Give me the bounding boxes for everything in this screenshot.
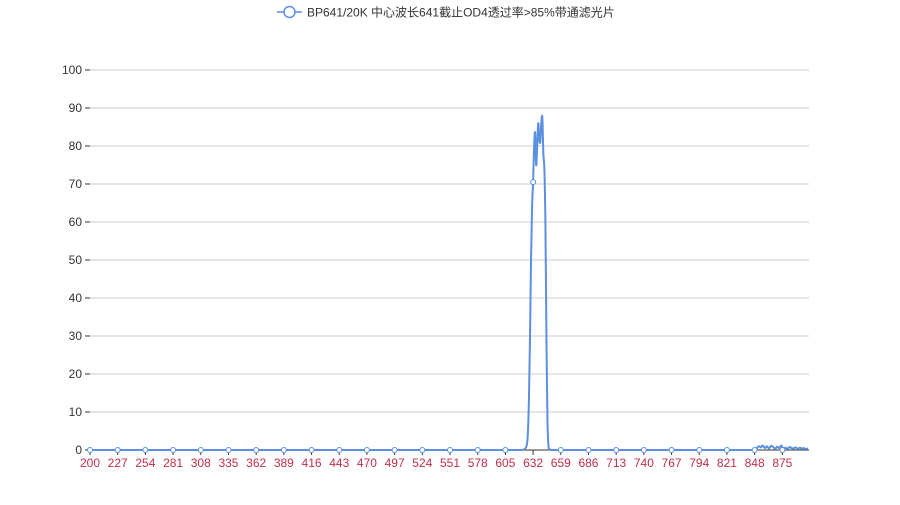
x-tick-label: 497 (385, 456, 405, 470)
x-tick-label: 551 (440, 456, 460, 470)
series-line (89, 114, 809, 452)
y-tick-label: 80 (69, 139, 83, 153)
x-tick-label: 335 (218, 456, 238, 470)
x-tick-label: 794 (689, 456, 709, 470)
data-point (170, 447, 177, 453)
data-point (308, 447, 315, 453)
x-tick-label: 767 (662, 456, 682, 470)
y-tick-label: 0 (75, 443, 82, 457)
x-tick-label: 389 (274, 456, 294, 470)
x-axis-tick-labels: 200 227 254 281 308 335 362 389 416 443 470 497 524 5… (80, 456, 793, 470)
x-tick-label: 713 (606, 456, 626, 470)
data-point (585, 447, 592, 453)
data-point (391, 447, 398, 453)
x-tick-label: 875 (772, 456, 792, 470)
x-tick-label: 254 (135, 456, 155, 470)
x-tick-label: 821 (717, 456, 737, 470)
y-tick-label: 20 (69, 367, 83, 381)
data-point (225, 447, 232, 453)
data-point (640, 447, 647, 453)
data-point (280, 447, 287, 453)
x-tick-label: 659 (551, 456, 571, 470)
data-point (557, 447, 564, 453)
legend-label: BP641/20K 中心波长641截止OD4透过率>85%带通滤光片 (307, 5, 615, 20)
data-point (530, 179, 537, 186)
data-point (363, 447, 370, 453)
y-tick-label: 60 (69, 215, 83, 229)
y-tick-label: 30 (69, 329, 83, 343)
data-point (723, 447, 730, 453)
series-group (87, 114, 809, 453)
data-point (142, 447, 149, 453)
x-tick-label: 848 (745, 456, 765, 470)
x-tick-label: 470 (357, 456, 377, 470)
y-tick-label: 50 (69, 253, 83, 267)
x-tick-label: 281 (163, 456, 183, 470)
legend-marker-swatch (283, 5, 296, 19)
x-tick-label: 443 (329, 456, 349, 470)
y-tick-label: 90 (69, 101, 83, 115)
data-point (419, 447, 426, 453)
x-tick-label: 416 (302, 456, 322, 470)
data-point (197, 447, 204, 453)
x-tick-label: 524 (412, 456, 432, 470)
legend[interactable]: BP641/20K 中心波长641截止OD4透过率>85%带通滤光片 (277, 5, 615, 20)
data-point (87, 447, 93, 453)
x-tick-label: 740 (634, 456, 654, 470)
data-point (447, 447, 454, 453)
x-tick-label: 200 (80, 456, 100, 470)
x-tick-label: 227 (108, 456, 128, 470)
y-tick-label: 40 (69, 291, 83, 305)
x-tick-label: 605 (495, 456, 515, 470)
x-tick-label: 686 (578, 456, 598, 470)
y-axis-tick-labels: 0 10 20 30 40 50 60 70 80 90 100 (62, 63, 82, 457)
data-point (474, 447, 481, 453)
data-point (779, 447, 786, 453)
data-point (751, 447, 758, 453)
y-tick-label: 70 (69, 177, 83, 191)
data-point (613, 447, 620, 453)
y-tick-label: 10 (69, 405, 83, 419)
data-point (114, 447, 121, 453)
x-tick-label: 578 (468, 456, 488, 470)
data-point (336, 447, 343, 453)
y-gridlines (85, 69, 809, 451)
y-tick-label: 100 (62, 63, 82, 77)
x-tick-label: 632 (523, 456, 543, 470)
x-tick-label: 308 (191, 456, 211, 470)
data-point (502, 447, 509, 453)
x-tick-label: 362 (246, 456, 266, 470)
data-point (696, 447, 703, 453)
data-point (668, 447, 675, 453)
data-point (253, 447, 260, 453)
